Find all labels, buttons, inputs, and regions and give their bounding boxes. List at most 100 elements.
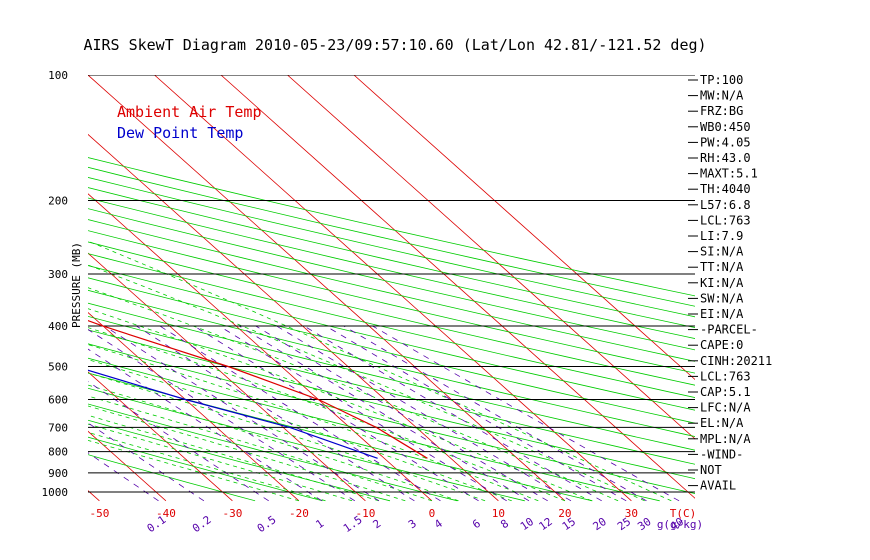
- mixing-ratio-tick: 40: [668, 515, 686, 533]
- index-item: AVAIL: [700, 479, 736, 493]
- isotherm-line: [88, 490, 100, 502]
- dry-adiabat-line: [88, 219, 695, 362]
- isotherm-line: [220, 75, 695, 499]
- mixing-ratio-tick: 3: [406, 517, 419, 531]
- index-item: WB0:450: [700, 120, 751, 134]
- dry-adiabat-line: [88, 241, 695, 386]
- index-item: MW:N/A: [700, 89, 744, 103]
- bottom-temp-tick: -50: [89, 507, 109, 520]
- mixing-ratio-unit: g(g/kg): [657, 518, 703, 531]
- mixing-ratio-tick: 0.5: [255, 513, 279, 535]
- index-item: MPL:N/A: [700, 432, 751, 446]
- mixing-ratio-tick: 30: [635, 515, 653, 533]
- index-item: RH:43.0: [700, 151, 751, 165]
- index-item: CAP:5.1: [700, 385, 751, 399]
- mixing-ratio-line: [325, 325, 627, 502]
- index-item: CINH:20211: [700, 354, 772, 368]
- series-layer: [88, 320, 428, 459]
- index-item: -PARCEL-: [700, 323, 758, 337]
- index-item: PW:4.05: [700, 135, 751, 149]
- bottom-temp-tick: -40: [156, 507, 176, 520]
- dry-adiabat-line: [88, 176, 695, 318]
- index-item: LCL:763: [700, 369, 751, 383]
- index-item: TP:100: [700, 73, 743, 87]
- index-item: FRZ:BG: [700, 104, 743, 118]
- pressure-tick-label: 400: [48, 320, 68, 333]
- dry-adiabat-line: [88, 419, 391, 502]
- pressure-tick-label: 100: [48, 69, 68, 82]
- bottom-temp-tick: -20: [289, 507, 309, 520]
- index-item: SW:N/A: [700, 291, 744, 305]
- dry-adiabat-line: [88, 208, 695, 351]
- dry-adiabat-line: [88, 265, 695, 411]
- pressure-tick-label: 300: [48, 268, 68, 281]
- mixing-ratio-line: [88, 348, 323, 502]
- chart-title: AIRS SkewT Diagram 2010-05-23/09:57:10.6…: [83, 36, 706, 54]
- dry-adiabat-line: [88, 277, 695, 424]
- mixing-ratio-line: [88, 381, 269, 502]
- dew-point-line: [88, 369, 378, 459]
- index-item: MAXT:5.1: [700, 167, 758, 181]
- pressure-tick-label: 800: [48, 446, 68, 459]
- mixing-ratio-line: [136, 325, 415, 502]
- isotherm-line: [0, 75, 33, 501]
- mixing-ratio-line: [88, 422, 205, 502]
- index-item: TH:4040: [700, 182, 751, 196]
- bottom-axis-unit: T(C): [670, 507, 697, 520]
- mixing-ratio-tick: 10: [518, 515, 536, 533]
- mixing-ratio-line: [104, 325, 380, 502]
- pressure-tick-label: 700: [48, 421, 68, 434]
- mixing-ratio-tick: 6: [470, 517, 483, 531]
- mixing-ratio-tick: 1: [313, 517, 326, 531]
- index-item: EL:N/A: [700, 416, 744, 430]
- dry-adiabat-line: [88, 343, 695, 495]
- dry-adiabat-line: [88, 302, 695, 451]
- mixing-ratio-tick: 4: [432, 517, 445, 532]
- dry-adiabat-line: [88, 454, 256, 502]
- mixing-ratio-line: [303, 325, 602, 502]
- bottom-temp-tick: 10: [492, 507, 505, 520]
- isotherm-line: [88, 311, 300, 502]
- isotherm-line: [88, 371, 233, 502]
- mixing-ratio-line: [219, 325, 507, 502]
- mixing-ratio-line: [193, 325, 479, 502]
- mixing-ratio-line: [88, 328, 356, 502]
- index-item: CAPE:0: [700, 338, 743, 352]
- index-item: -WIND-: [700, 447, 743, 461]
- pressure-tick-label: 500: [48, 360, 68, 373]
- mixing-ratio-tick: 2: [371, 517, 384, 531]
- ambient-temp-line: [88, 320, 428, 459]
- mixing-ratio-line: [276, 325, 572, 502]
- grid-lines: [0, 75, 695, 502]
- index-item: L57:6.8: [700, 198, 751, 212]
- index-item: LCL:763: [700, 213, 751, 227]
- mixing-ratio-tick: 20: [591, 515, 609, 533]
- dry-adiabat-line: [88, 289, 695, 437]
- mixing-ratio-line: [239, 325, 530, 502]
- index-item: TT:N/A: [700, 260, 744, 274]
- bottom-temp-tick: 20: [558, 507, 571, 520]
- index-item: KI:N/A: [700, 276, 744, 290]
- isotherm-line: [88, 133, 499, 502]
- mixing-ratio-tick: 12: [537, 515, 555, 533]
- index-item: EI:N/A: [700, 307, 744, 321]
- dry-adiabat-line: [88, 253, 695, 398]
- dry-adiabat-line: [88, 197, 695, 339]
- mixing-ratio-tick: 15: [560, 515, 578, 533]
- bottom-temp-tick: -30: [222, 507, 242, 520]
- pressure-tick-label: 600: [48, 393, 68, 406]
- isotherm-line: [287, 75, 695, 440]
- mixing-ratio-line: [343, 325, 647, 502]
- bottom-temp-tick: -10: [355, 507, 375, 520]
- dry-adiabat-line: [88, 436, 323, 502]
- mixing-ratio-tick: 0.2: [190, 513, 214, 535]
- bottom-temp-tick: 0: [429, 507, 436, 520]
- dry-adiabat-line: [88, 329, 695, 480]
- dry-adiabat-line: [88, 357, 660, 502]
- isotherm-line: [88, 193, 433, 502]
- pressure-tick-label: 200: [48, 195, 68, 208]
- index-item: LFC:N/A: [700, 401, 751, 415]
- legend-dew-point: Dew Point Temp: [117, 124, 243, 142]
